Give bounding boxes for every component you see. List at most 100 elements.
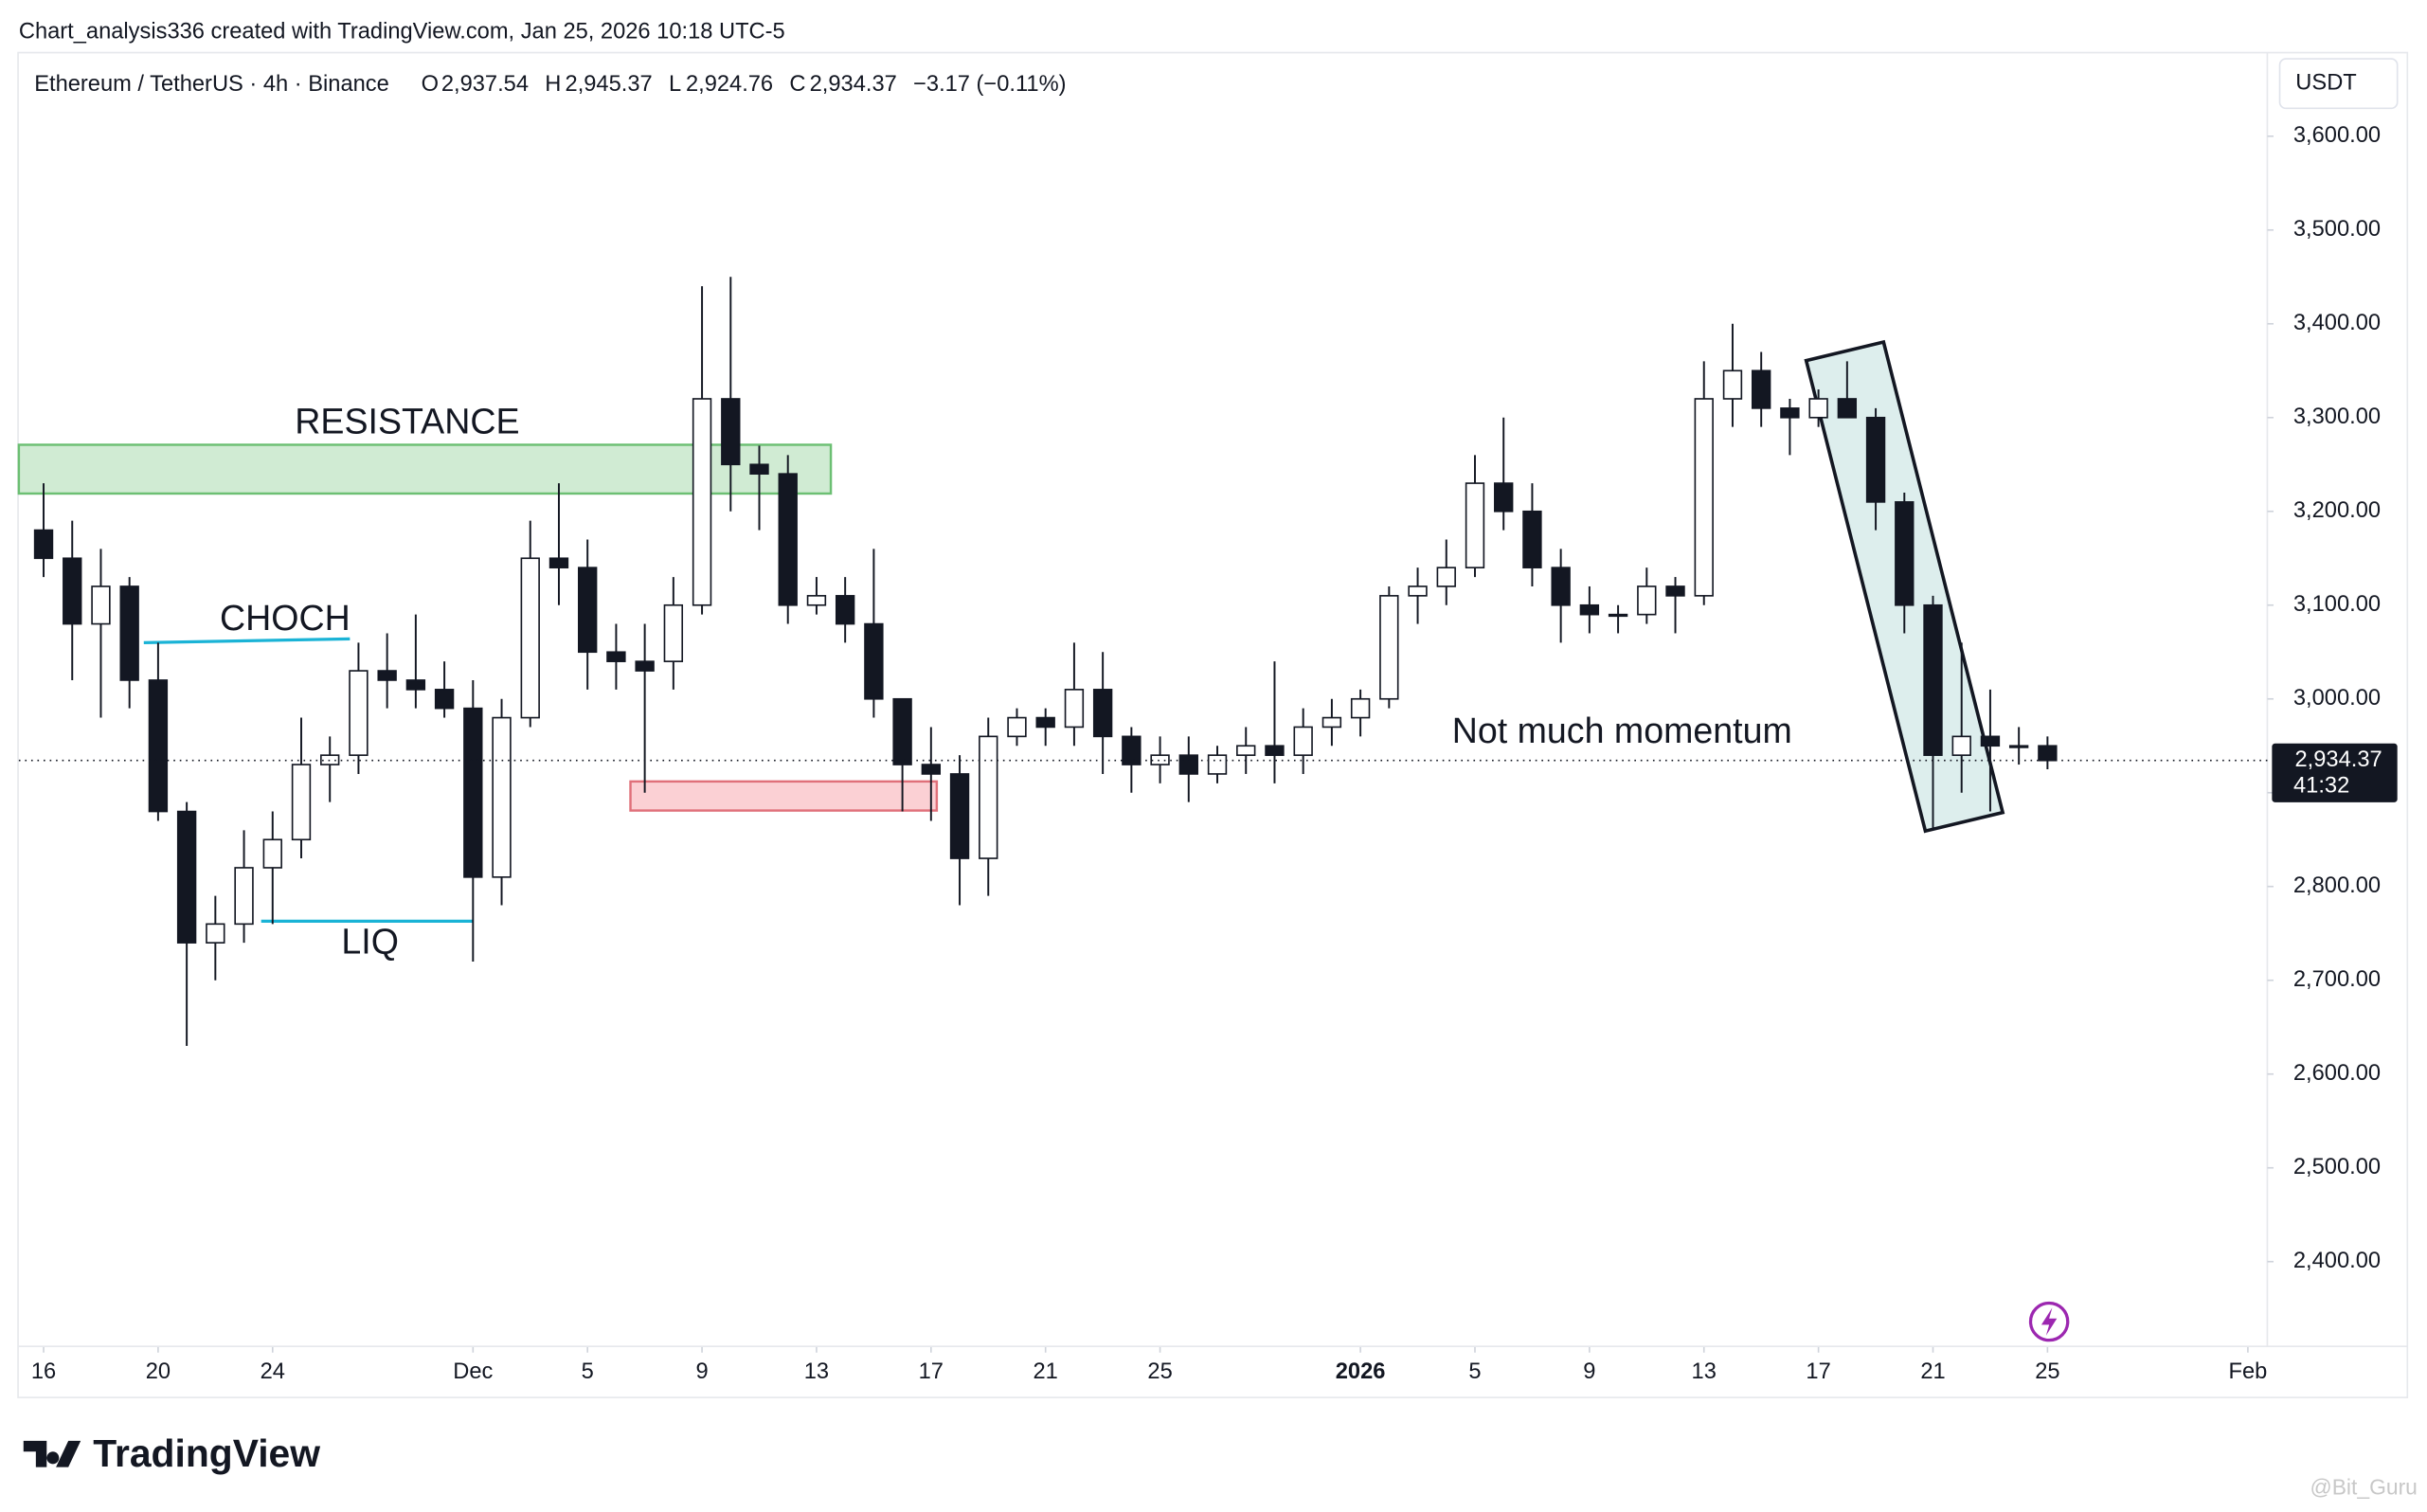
candle-body — [1522, 510, 1542, 568]
candle-body — [921, 764, 942, 775]
ohlc-label: L — [669, 72, 681, 97]
alert-icon[interactable] — [2028, 1301, 2070, 1342]
candle-body — [63, 557, 82, 625]
x-tick-label: 17 — [1806, 1359, 1830, 1384]
candle-body — [1780, 407, 1800, 419]
candle-body — [234, 867, 254, 926]
candle-body — [1665, 585, 1685, 597]
candle-body — [434, 689, 455, 710]
candle-body — [1293, 726, 1313, 756]
candle-body — [1265, 745, 1285, 756]
y-tick-label: 2,600.00 — [2293, 1061, 2381, 1086]
price-tag — [2272, 743, 2398, 802]
candle-body — [1608, 613, 1628, 618]
candle-body — [291, 764, 312, 841]
annotation: CHOCH — [220, 598, 351, 638]
candle-body — [463, 707, 483, 878]
candle-body — [1035, 716, 1055, 729]
candle-body — [1465, 482, 1485, 568]
x-tick-label: 25 — [2035, 1359, 2059, 1384]
x-tick-label: Dec — [453, 1359, 493, 1384]
logo-mark — [23, 1440, 81, 1467]
candle-body — [1551, 567, 1571, 606]
x-tick-label: 13 — [1692, 1359, 1717, 1384]
x-tick-label: 5 — [1468, 1359, 1481, 1384]
candle-body — [206, 923, 225, 944]
x-tick-label: 21 — [1034, 1359, 1058, 1384]
candle-body — [33, 529, 54, 560]
candle-body — [663, 603, 684, 662]
candle-body — [892, 697, 912, 765]
candle-body — [949, 773, 970, 859]
candle-body — [749, 463, 769, 475]
y-tick-label: 3,000.00 — [2293, 686, 2381, 711]
candle-body — [1694, 398, 1714, 597]
x-tick-label: 13 — [804, 1359, 829, 1384]
ohlc-label: O — [422, 72, 439, 97]
candle-body — [1092, 689, 1113, 738]
annotation: LIQ — [341, 921, 399, 961]
ohlc-label: H — [545, 72, 561, 97]
candle-body — [979, 735, 998, 859]
alert-bolt — [2040, 1307, 2058, 1336]
countdown: 41:32 — [2293, 774, 2349, 799]
y-tick-label: 2,700.00 — [2293, 967, 2381, 992]
annotation: Not much momentum — [1452, 711, 1792, 750]
candle-body — [148, 679, 169, 813]
candle-body — [2008, 745, 2029, 748]
candle-body — [1837, 398, 1858, 419]
candle-body — [1150, 754, 1170, 765]
candle-body — [806, 595, 827, 606]
candle-body — [1236, 745, 1256, 756]
candle-body — [721, 398, 741, 466]
candle-body — [119, 585, 139, 681]
y-tick-label: 3,500.00 — [2293, 217, 2381, 242]
candle-body — [377, 670, 397, 681]
candle-body — [1436, 567, 1456, 587]
y-tick-label: 3,300.00 — [2293, 405, 2381, 429]
x-tick-label: 25 — [1147, 1359, 1172, 1384]
candle-body — [606, 651, 626, 662]
y-tick-label: 3,400.00 — [2293, 311, 2381, 335]
candle-body — [692, 398, 712, 606]
x-tick-label: 16 — [31, 1359, 56, 1384]
change: −3.17 (−0.11%) — [913, 72, 1066, 97]
currency[interactable]: USDT — [2295, 70, 2356, 95]
x-tick-label: 20 — [146, 1359, 171, 1384]
y-tick-label: 2,800.00 — [2293, 873, 2381, 898]
candle-body — [835, 595, 855, 625]
level-line — [143, 637, 351, 644]
candle-body — [1350, 697, 1371, 719]
candle-body — [2038, 745, 2058, 762]
candle-body — [635, 660, 655, 672]
candle-body — [1637, 585, 1657, 616]
candle-body — [1579, 603, 1600, 616]
candle-body — [1751, 369, 1771, 409]
plot — [17, 135, 2274, 1353]
ohlc-label: C — [789, 72, 805, 97]
candle-body — [176, 810, 197, 944]
candle-body — [1408, 585, 1428, 597]
candle-body — [1007, 716, 1027, 738]
x-tick-label: 9 — [695, 1359, 708, 1384]
annotation: RESISTANCE — [295, 402, 519, 441]
ohlc-value: 2,924.76 — [686, 72, 773, 97]
candle-body — [548, 557, 569, 568]
ohlc-value: 2,937.54 — [441, 72, 529, 97]
y-tick-label: 2,500.00 — [2293, 1155, 2381, 1179]
ohlc-value: 2,945.37 — [566, 72, 653, 97]
candle-body — [1951, 735, 1971, 756]
x-tick-label: 2026 — [1336, 1359, 1386, 1384]
zone — [629, 780, 939, 812]
price-tag-label: 2,934.37 — [2295, 747, 2382, 772]
candle-body — [91, 585, 111, 625]
x-tick-label: 5 — [582, 1359, 594, 1384]
candle-body — [1865, 416, 1886, 503]
candle-body — [1379, 595, 1399, 700]
candle-body — [1064, 689, 1085, 729]
chart-frame — [17, 51, 2409, 1398]
currency-button[interactable] — [2278, 58, 2399, 110]
candle-body — [864, 622, 884, 700]
